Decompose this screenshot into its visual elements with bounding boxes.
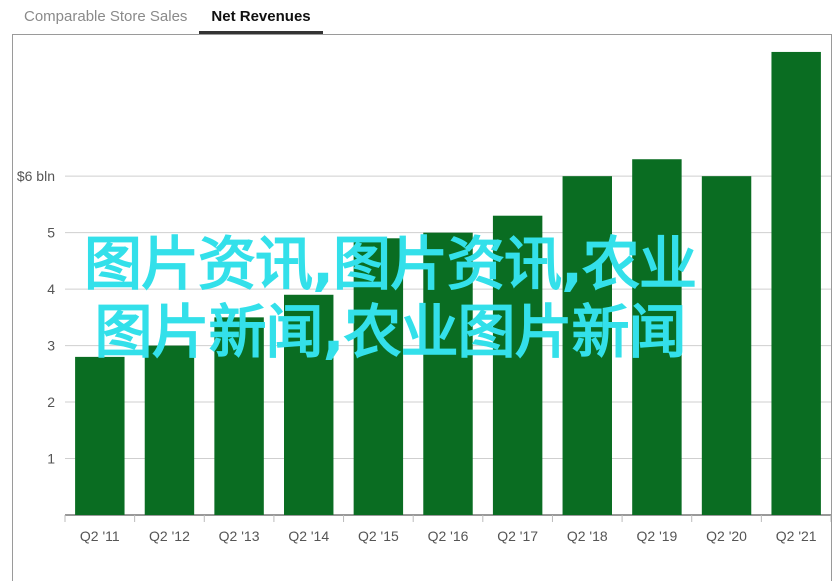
x-tick-label-10: Q2 '21 — [776, 528, 817, 544]
tab-net-revenues[interactable]: Net Revenues — [199, 1, 323, 34]
y-tick-label-0: 1 — [47, 451, 55, 467]
bar-9 — [701, 176, 752, 516]
x-tick-label-0: Q2 '11 — [80, 528, 120, 544]
x-tick-label-1: Q2 '12 — [149, 528, 190, 544]
y-tick-label-1: 2 — [47, 394, 55, 410]
bar-2 — [214, 317, 264, 515]
bar-5 — [423, 232, 473, 515]
bar-3 — [284, 294, 334, 515]
bar-7 — [562, 176, 612, 516]
tab-bar: Comparable Store Sales Net Revenues — [12, 0, 323, 34]
tab-comparable-store-sales[interactable]: Comparable Store Sales — [24, 8, 188, 25]
x-tick-label-4: Q2 '15 — [358, 528, 399, 544]
x-tick-label-9: Q2 '20 — [706, 528, 747, 544]
bar-10 — [771, 51, 821, 516]
y-tick-label-3: 4 — [47, 281, 55, 297]
x-tick-label-8: Q2 '19 — [637, 528, 678, 544]
x-tick-label-2: Q2 '13 — [219, 528, 260, 544]
chart-panel: 1 2 3 4 5 $6 bln Q2 '11 Q2 '12 Q2 '13 Q2 '14 Q2 '1… — [12, 34, 832, 581]
x-tick-label-3: Q2 '14 — [288, 528, 329, 544]
x-tick-label-6: Q2 '17 — [497, 528, 538, 544]
y-tick-label-5: $6 bln — [17, 168, 55, 184]
bar-1 — [144, 345, 195, 515]
x-tick-label-5: Q2 '16 — [428, 528, 469, 544]
net-revenues-bar-chart: 1 2 3 4 5 $6 bln Q2 '11 Q2 '12 Q2 '13 Q2 '14 Q2 '1… — [17, 51, 831, 544]
bar-4 — [353, 238, 404, 515]
y-tick-label-2: 3 — [47, 338, 55, 354]
x-tick-label-7: Q2 '18 — [567, 528, 608, 544]
y-tick-label-4: 5 — [47, 225, 55, 241]
bar-6 — [492, 215, 543, 516]
bar-8 — [632, 159, 682, 515]
bar-0 — [75, 356, 125, 515]
